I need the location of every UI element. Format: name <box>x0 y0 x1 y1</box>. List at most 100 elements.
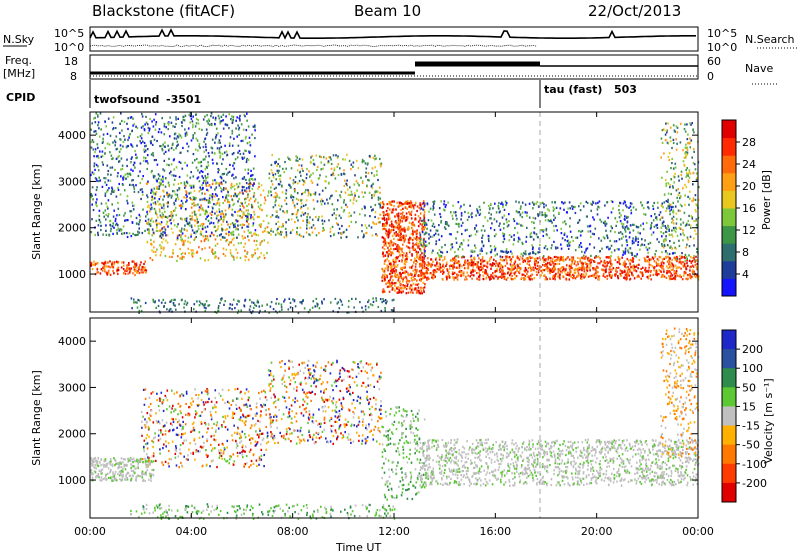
power-scatter-cell <box>420 269 423 272</box>
power-scatter-cell <box>443 256 446 259</box>
power-scatter-cell <box>489 202 492 205</box>
power-scatter-cell <box>418 256 421 259</box>
power-scatter-cell <box>90 231 93 234</box>
power-scatter-cell <box>156 139 158 143</box>
power-scatter-cell <box>94 148 97 151</box>
power-scatter-cell <box>225 115 227 118</box>
power-scatter-cell <box>355 180 358 183</box>
power-scatter-cell <box>420 265 422 268</box>
power-scatter-cell <box>98 135 101 138</box>
power-scatter-cell <box>419 202 421 205</box>
power-scatter-cell <box>547 267 550 270</box>
power-scatter-cell <box>241 177 244 180</box>
power-scatter-cell <box>405 252 408 255</box>
cpid-label: CPID <box>6 91 35 104</box>
power-scatter-cell <box>309 234 311 237</box>
power-scatter-cell <box>525 253 527 256</box>
power-scatter-cell <box>656 238 658 241</box>
power-scatter-cell <box>386 251 388 254</box>
power-scatter-cell <box>554 246 557 249</box>
power-scatter-cell <box>219 182 221 185</box>
power-scatter-cell <box>218 149 221 152</box>
power-scatter-cell <box>97 114 99 117</box>
power-scatter-cell <box>396 264 399 267</box>
power-scatter-cell <box>218 184 221 187</box>
power-scatter-cell <box>102 266 104 269</box>
power-scatter-cell <box>520 205 522 208</box>
power-scatter-cell <box>176 259 178 262</box>
power-scatter-cell <box>402 217 405 220</box>
power-scatter-cell <box>426 263 428 267</box>
power-scatter-cell <box>96 143 99 146</box>
power-scatter-cell <box>521 241 524 244</box>
power-scatter-cell <box>118 182 120 186</box>
power-scatter-cell <box>291 229 294 232</box>
power-scatter-cell <box>187 247 190 250</box>
power-scatter-cell <box>149 117 151 121</box>
power-scatter-cell <box>230 241 233 244</box>
power-scatter-cell <box>282 210 284 213</box>
power-scatter-cell <box>380 165 382 168</box>
power-scatter-cell <box>682 187 684 190</box>
power-scatter-cell <box>478 272 480 275</box>
power-scatter-cell <box>219 135 222 138</box>
power-scatter-cell <box>205 128 208 131</box>
power-scatter-cell <box>422 225 424 229</box>
power-scatter-cell <box>398 280 401 284</box>
power-scatter-cell <box>388 253 390 256</box>
power-scatter-cell <box>260 252 262 255</box>
power-scatter-cell <box>537 267 540 270</box>
power-scatter-cell <box>410 284 413 287</box>
power-scatter-cell <box>460 212 463 215</box>
power-scatter-cell <box>260 208 263 212</box>
power-scatter-cell <box>419 274 422 278</box>
power-scatter-cell <box>637 226 640 229</box>
power-scatter-cell <box>636 253 638 256</box>
power-scatter-cell <box>288 157 290 160</box>
power-scatter-cell <box>128 136 130 139</box>
power-scatter-cell <box>153 159 156 162</box>
power-scatter-cell <box>513 238 515 241</box>
power-scatter-cell <box>582 264 584 267</box>
power-scatter-cell <box>204 226 207 229</box>
power-scatter-cell <box>412 269 414 272</box>
power-scatter-cell <box>407 202 409 205</box>
power-scatter-cell <box>668 278 671 281</box>
power-scatter-cell <box>224 228 227 232</box>
power-scatter-cell <box>670 208 673 211</box>
power-scatter-cell <box>419 212 422 215</box>
power-scatter-cell <box>433 225 436 228</box>
power-scatter-cell <box>172 209 175 212</box>
power-scatter-cell <box>185 185 187 188</box>
power-scatter-cell <box>422 239 425 242</box>
power-scatter-cell <box>490 248 493 251</box>
power-scatter-cell <box>167 201 169 204</box>
power-scatter-cell <box>477 254 479 257</box>
power-scatter-cell <box>595 255 597 258</box>
power-scatter-cell <box>580 245 583 248</box>
power-scatter-cell <box>230 117 232 121</box>
power-scatter-cell <box>388 242 390 245</box>
power-scatter-cell <box>561 259 563 262</box>
power-scatter-cell <box>225 187 227 190</box>
power-scatter-cell <box>253 232 256 235</box>
power-scatter-cell <box>283 236 285 239</box>
power-scatter-cell <box>194 219 196 222</box>
power-scatter-cell <box>292 196 295 199</box>
power-scatter-cell <box>581 256 583 259</box>
power-scatter-cell <box>536 273 538 276</box>
power-scatter-cell <box>627 227 629 230</box>
power-scatter-cell <box>622 251 625 254</box>
power-scatter-cell <box>236 251 239 254</box>
power-scatter-cell <box>191 161 194 164</box>
power-scatter-cell <box>233 167 235 170</box>
power-scatter-cell <box>106 132 109 135</box>
power-scatter-cell <box>305 231 308 234</box>
power-scatter-cell <box>418 240 421 243</box>
power-scatter-cell <box>223 215 226 218</box>
power-scatter-cell <box>224 236 226 239</box>
power-scatter-cell <box>533 221 535 224</box>
power-scatter-cell <box>146 182 148 185</box>
power-scatter-cell <box>474 233 477 236</box>
power-scatter-cell <box>428 237 430 240</box>
